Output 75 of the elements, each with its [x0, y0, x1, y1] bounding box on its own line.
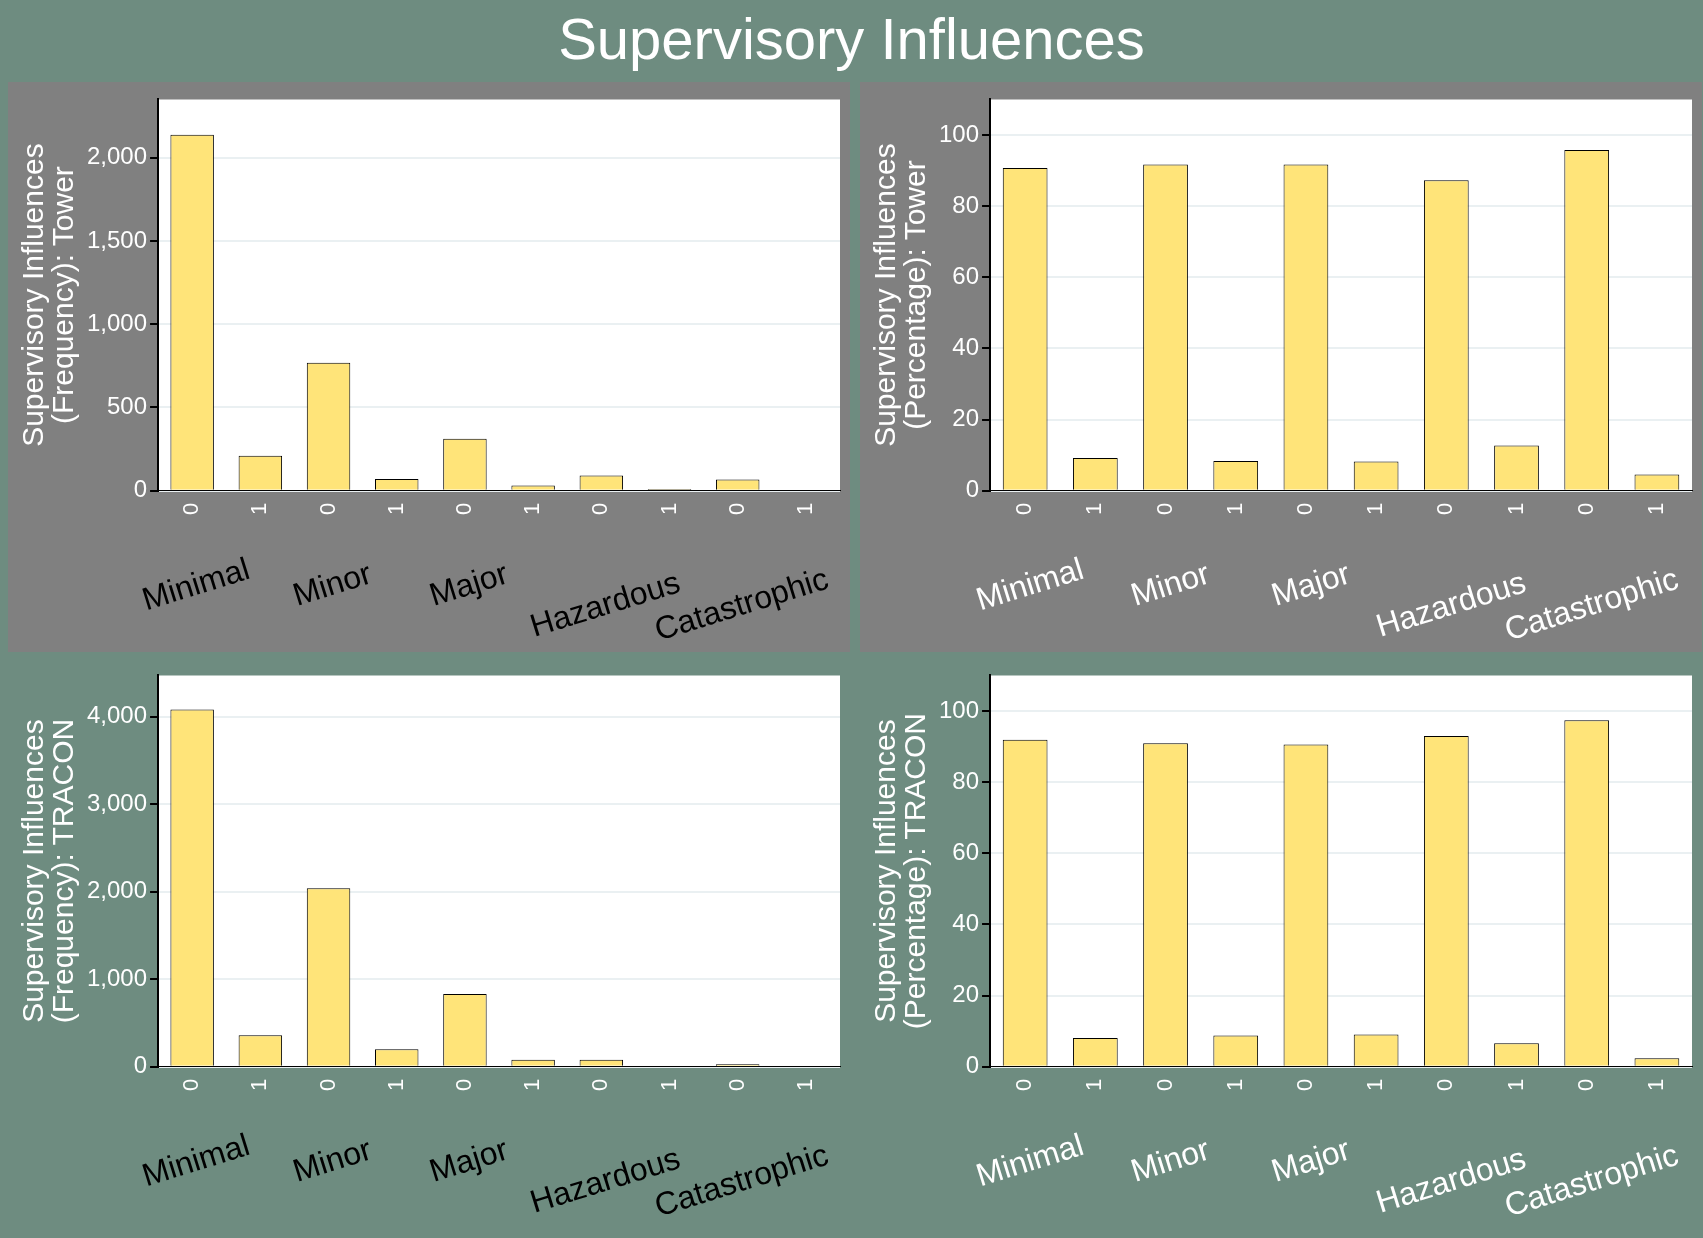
y-tick-label: 500	[107, 392, 148, 420]
x-tick-label: 1	[1642, 502, 1668, 516]
x-tick-label: 0	[314, 1078, 340, 1092]
x-tick-label: 1	[1502, 1078, 1528, 1092]
x-tick-label: 0	[587, 502, 613, 516]
text: Minimal	[971, 550, 1088, 618]
x-tick-label: 0	[178, 502, 204, 516]
y-axis-title: Supervisory Influences (Percentage): TRACON	[868, 712, 932, 1030]
text: Major	[424, 1130, 513, 1189]
x-tick-label: 0	[450, 1078, 476, 1092]
text: Minimal	[137, 550, 254, 618]
y-tick-label: 1,500	[87, 225, 148, 253]
chart-title: Supervisory Influences	[557, 5, 1146, 73]
x-tick-label: 0	[1151, 1078, 1177, 1092]
y-axis-title: Supervisory Influences (Frequency): Tower	[16, 143, 80, 447]
text: Minimal	[971, 1126, 1088, 1194]
x-tick-label: 0	[1011, 1078, 1037, 1092]
y-tick-label: 4,000	[87, 701, 148, 729]
x-tick-label: 1	[1362, 502, 1388, 516]
x-tick-label: 0	[1572, 502, 1598, 516]
x-tick-label: 0	[314, 502, 340, 516]
x-tick-label: 0	[450, 502, 476, 516]
x-tick-label: 1	[1502, 502, 1528, 516]
x-tick-label: 0	[723, 502, 749, 516]
text: Major	[1266, 554, 1355, 613]
text: Minimal	[137, 1126, 254, 1194]
x-tick-label: 1	[1221, 502, 1247, 516]
x-tick-label: 0	[723, 1078, 749, 1092]
x-tick-label: 0	[1011, 502, 1037, 516]
y-tick-label: 100	[939, 119, 980, 147]
x-tick-label: 0	[587, 1078, 613, 1092]
x-tick-label: 1	[382, 502, 408, 516]
text: Minor	[1126, 554, 1214, 613]
x-tick-label: 1	[1642, 1078, 1668, 1092]
x-tick-label: 1	[246, 1078, 272, 1092]
x-tick-label: 1	[1362, 1078, 1388, 1092]
x-tick-label: 1	[246, 502, 272, 516]
y-axis-title: Supervisory Influences (Percentage): Tower	[868, 143, 932, 447]
y-axis-title: Supervisory Influences (Frequency): TRACON	[16, 718, 80, 1024]
x-tick-label: 0	[1151, 502, 1177, 516]
y-tick-label: 100	[939, 695, 980, 723]
y-tick-label: 1,000	[87, 308, 148, 336]
x-tick-label: 0	[1432, 1078, 1458, 1092]
x-tick-label: 0	[1291, 502, 1317, 516]
y-tick-label: 2,000	[87, 876, 148, 904]
x-tick-label: 1	[1081, 502, 1107, 516]
y-tick-label: 2,000	[87, 142, 148, 170]
y-tick-label: 1,000	[87, 963, 148, 991]
x-tick-label: 1	[791, 1078, 817, 1092]
text: Minor	[288, 554, 376, 613]
y-tick-label: 60	[952, 837, 980, 865]
x-tick-label: 0	[178, 1078, 204, 1092]
y-tick-label: 80	[952, 766, 980, 794]
y-tick-label: 40	[952, 909, 980, 937]
y-tick-label: 40	[952, 333, 980, 361]
x-tick-label: 1	[1221, 1078, 1247, 1092]
x-tick-label: 1	[519, 502, 545, 516]
y-tick-label: 3,000	[87, 788, 148, 816]
x-tick-label: 0	[1572, 1078, 1598, 1092]
x-tick-label: 1	[655, 502, 681, 516]
text: Minor	[288, 1130, 376, 1189]
x-tick-label: 1	[655, 1078, 681, 1092]
y-tick-label: 20	[952, 980, 980, 1008]
text: Major	[424, 554, 513, 613]
x-tick-label: 1	[519, 1078, 545, 1092]
x-tick-label: 0	[1432, 502, 1458, 516]
text: Major	[1266, 1130, 1355, 1189]
y-tick-label: 80	[952, 190, 980, 218]
y-tick-label: 20	[952, 404, 980, 432]
y-tick-label: 60	[952, 261, 980, 289]
text: Minor	[1126, 1130, 1214, 1189]
x-tick-label: 1	[791, 502, 817, 516]
x-tick-label: 1	[382, 1078, 408, 1092]
x-tick-label: 1	[1081, 1078, 1107, 1092]
x-tick-label: 0	[1291, 1078, 1317, 1092]
